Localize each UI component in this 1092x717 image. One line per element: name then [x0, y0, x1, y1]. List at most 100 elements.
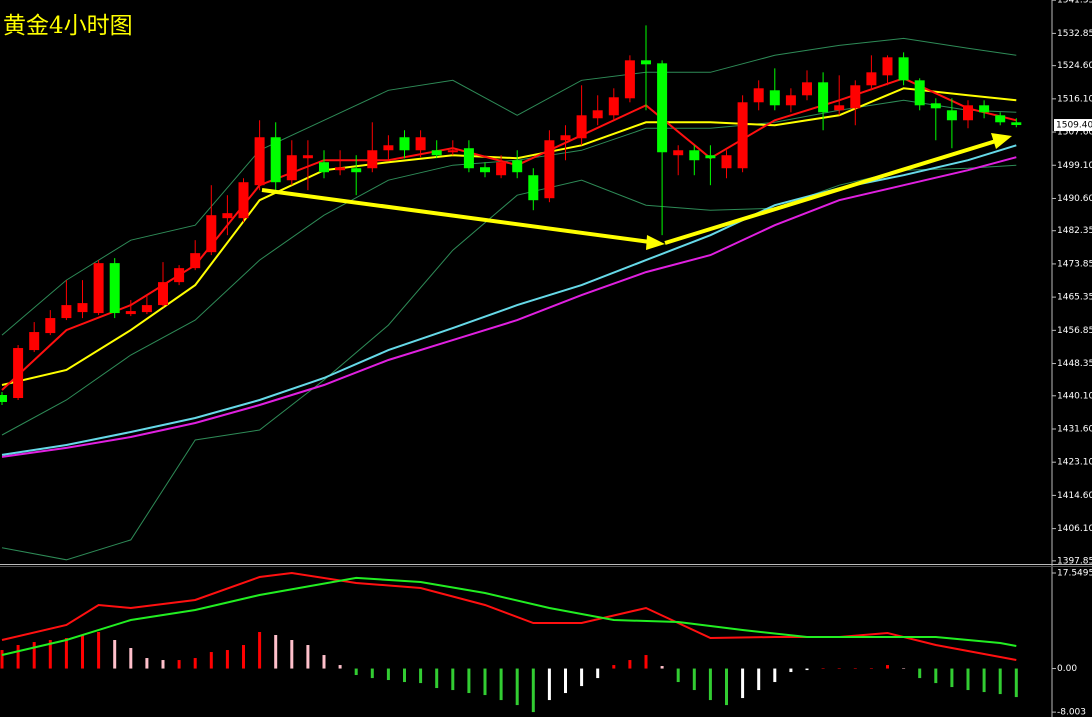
y-tick-label: 1541.35	[1057, 0, 1092, 6]
candle-body	[447, 150, 458, 153]
y-tick-label: 1524.60	[1057, 61, 1092, 71]
candle-body	[753, 88, 764, 103]
candle-body	[174, 268, 185, 283]
candle-body	[109, 263, 120, 314]
histogram-bar	[966, 668, 970, 691]
candle-body	[592, 110, 603, 119]
histogram-bar	[322, 655, 326, 669]
y-tick-label: 1473.85	[1057, 259, 1092, 269]
candle-body	[0, 394, 7, 402]
histogram-bar	[821, 668, 825, 669]
candle-body	[641, 60, 651, 65]
candle-body	[431, 150, 442, 156]
candle-body	[222, 213, 233, 219]
y-tick-label: 1440.10	[1057, 391, 1092, 401]
histogram-bar	[483, 668, 487, 696]
candle-body	[946, 110, 957, 121]
histogram-bar	[741, 668, 745, 699]
candle-body	[705, 155, 716, 159]
candle-body	[608, 97, 619, 116]
histogram-bar	[274, 635, 278, 669]
y-tick-label: 1482.35	[1057, 226, 1092, 236]
y-tick-label: 1499.10	[1057, 161, 1092, 171]
y-tick-label: 1423.10	[1057, 458, 1092, 468]
candle-body	[238, 182, 249, 219]
histogram-bar	[290, 640, 294, 669]
histogram-bar	[81, 635, 84, 669]
histogram-bar	[354, 668, 358, 676]
arrow	[664, 139, 997, 245]
candle-body	[158, 282, 168, 306]
histogram-bar	[918, 668, 922, 679]
histogram-bar	[403, 668, 406, 683]
candle-body	[737, 102, 748, 169]
histogram-bar	[612, 665, 616, 669]
histogram-bar	[16, 645, 20, 669]
histogram-bar	[998, 668, 1002, 695]
candle-body	[512, 160, 523, 173]
histogram-bar	[950, 668, 954, 688]
indicator-line	[1, 156, 1017, 458]
histogram-bar	[145, 658, 149, 669]
candle-body	[866, 72, 877, 86]
histogram-bar	[660, 666, 664, 669]
indicator-line	[1, 164, 1017, 561]
candle-body	[383, 145, 394, 151]
histogram-bar	[853, 668, 857, 669]
histogram-bar	[757, 668, 761, 691]
histogram-bar	[902, 668, 906, 669]
y-tick-label: 1406.10	[1057, 524, 1092, 534]
candle-body	[13, 348, 24, 399]
candle-body	[995, 115, 1006, 123]
candle-body	[302, 155, 313, 159]
histogram-bar	[515, 668, 519, 706]
histogram-bar	[419, 668, 423, 684]
candle-body	[963, 105, 973, 121]
candle-body	[463, 148, 474, 169]
candle-body	[335, 167, 346, 171]
histogram-bar	[547, 668, 551, 701]
candle-body	[657, 63, 668, 153]
candle-body	[818, 82, 829, 113]
candle-body	[914, 80, 925, 106]
histogram-bar	[64, 637, 68, 669]
candle-body	[77, 303, 88, 313]
histogram-bar	[177, 660, 181, 669]
histogram-bar	[531, 668, 535, 713]
histogram-bar	[0, 650, 4, 669]
plot	[0, 25, 1022, 713]
y-tick-label: 0.00	[1057, 664, 1077, 674]
last-price-box	[1054, 119, 1092, 132]
histogram-bar	[773, 668, 777, 683]
histogram-bar	[869, 668, 873, 669]
candle-body	[544, 140, 555, 199]
histogram-bar	[628, 660, 632, 669]
histogram-bar	[467, 668, 471, 694]
candle-body	[399, 137, 410, 151]
candle-body	[979, 105, 990, 113]
arrow-head	[991, 133, 1012, 149]
candle-body	[673, 150, 684, 156]
candle-body	[415, 137, 426, 151]
y-tick-label: 1516.10	[1057, 94, 1092, 104]
histogram-bar	[161, 660, 165, 669]
y-tick-label: 1431.60	[1057, 424, 1092, 434]
candle-body	[367, 150, 378, 169]
y-tick-label: 1397.85	[1057, 556, 1092, 566]
histogram-bar	[306, 645, 310, 669]
indicator-line	[1, 576, 1017, 656]
histogram-bar	[725, 668, 728, 706]
candle-body	[769, 90, 780, 106]
histogram-bar	[982, 668, 986, 693]
histogram-bar	[370, 668, 374, 679]
y-tick-label: 1456.85	[1057, 326, 1092, 336]
candle-body	[93, 263, 104, 314]
histogram-bar	[129, 648, 133, 669]
candle-body	[45, 318, 56, 334]
candle-body	[560, 135, 571, 141]
histogram-bar	[580, 668, 584, 687]
histogram-bar	[258, 632, 262, 669]
candle-body	[125, 311, 136, 315]
